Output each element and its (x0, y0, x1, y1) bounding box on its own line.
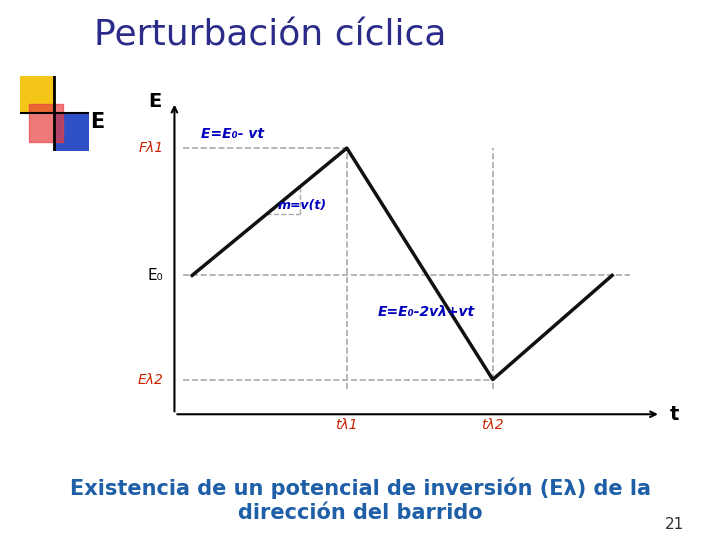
Text: E₀: E₀ (148, 268, 163, 283)
Text: m=v(t): m=v(t) (277, 199, 326, 212)
Text: tλ2: tλ2 (482, 418, 504, 431)
Text: E=E₀-2vλ+vt: E=E₀-2vλ+vt (378, 306, 475, 320)
Bar (55, 76, 89, 113)
Bar (29, 104, 63, 141)
Text: E=E₀- vt: E=E₀- vt (201, 127, 264, 141)
Bar (20, 113, 55, 151)
Text: E: E (90, 111, 104, 132)
Text: Fλ1: Fλ1 (138, 141, 163, 155)
Text: Perturbación cíclica: Perturbación cíclica (94, 19, 446, 53)
Text: 21: 21 (665, 517, 684, 532)
Bar (55, 113, 89, 151)
Text: E: E (148, 92, 161, 111)
Text: Eλ2: Eλ2 (138, 373, 163, 387)
Text: t: t (670, 405, 679, 424)
Bar (20, 76, 55, 113)
Text: Existencia de un potencial de inversión (Eλ) de la
dirección del barrido: Existencia de un potencial de inversión … (70, 478, 650, 523)
Text: tλ1: tλ1 (336, 418, 358, 431)
